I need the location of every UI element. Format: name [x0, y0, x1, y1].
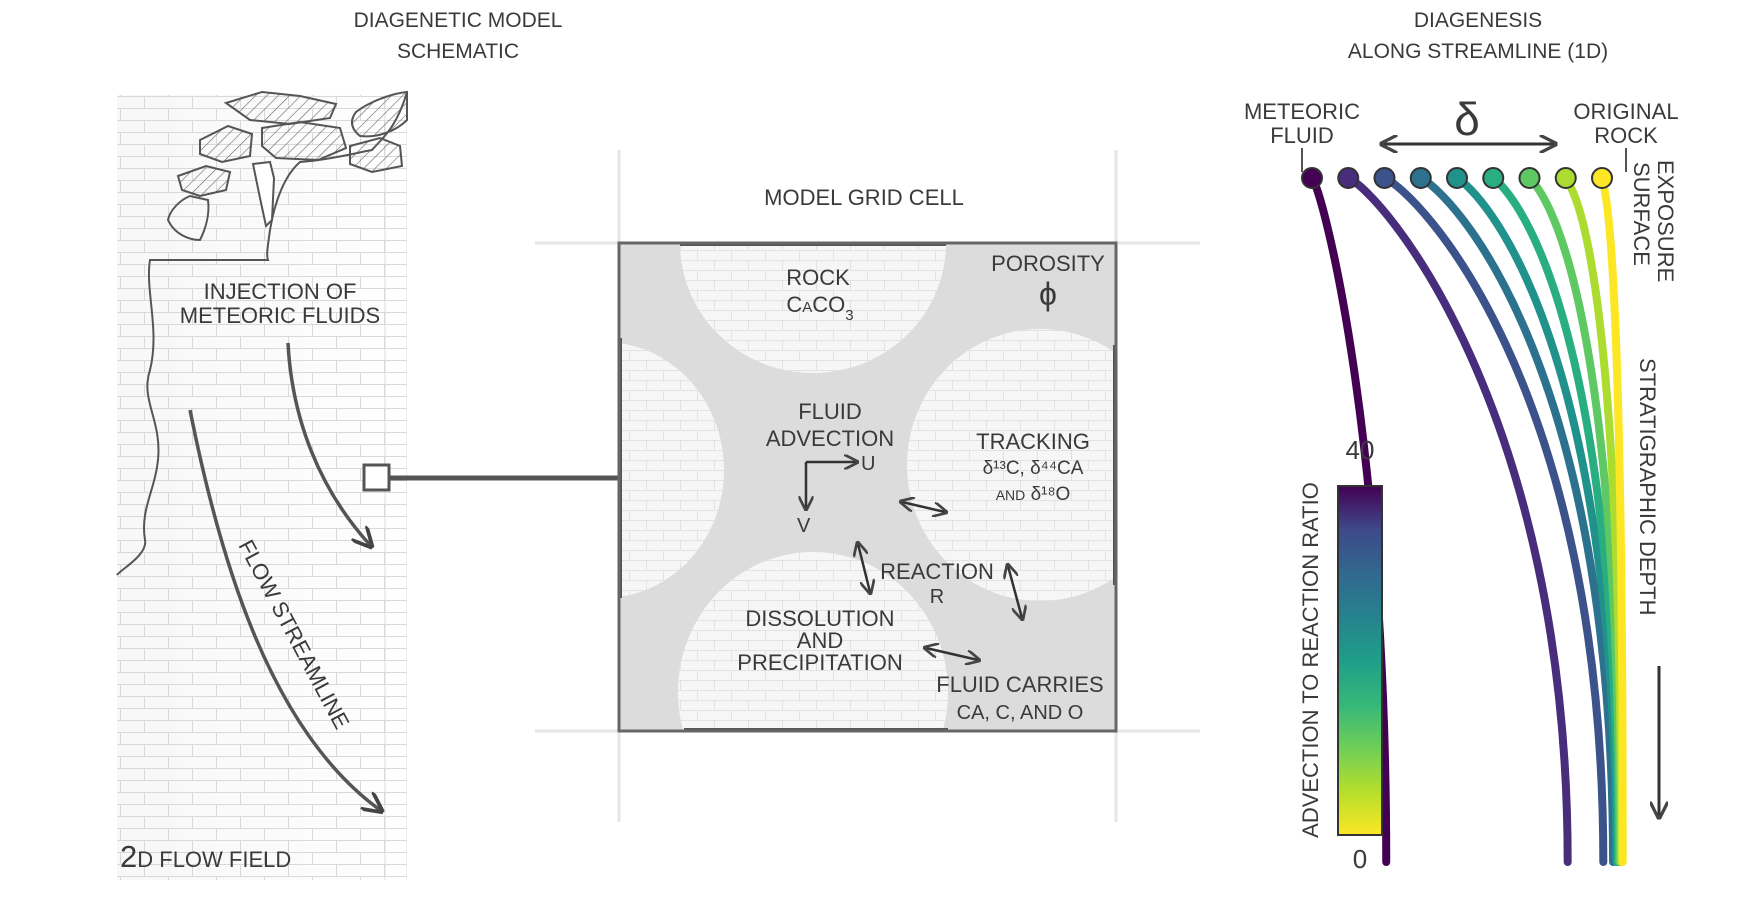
injection-label-line2: METEORIC FLUIDS	[180, 303, 380, 328]
exposure-surface-line2: SURFACE	[1629, 162, 1654, 266]
grain-left	[619, 343, 724, 597]
exposure-surface-line1: EXPOSURE	[1653, 160, 1678, 282]
curve-start-dot-28	[1373, 167, 1396, 189]
diagenesis-title-line2: ALONG STREAMLINE (1D)	[1348, 40, 1608, 63]
curve-start-dot-0	[1591, 167, 1613, 189]
flow-field-panel: DIAGENETIC MODEL SCHEMATIC INJECTION OF …	[116, 9, 619, 880]
carries-line2: CA, C, AND O	[957, 702, 1084, 724]
dissolution-line3: PRECIPITATION	[737, 650, 902, 675]
dissolution-line2: AND	[797, 628, 843, 653]
curve-ratio-28	[1380, 174, 1608, 866]
dissolution-line1: DISSOLUTION	[745, 606, 894, 631]
curve-start-dot-34	[1337, 167, 1360, 189]
grid-cell-title: MODEL GRID CELL	[764, 185, 964, 210]
r-label: R	[930, 586, 944, 608]
reaction-label: REACTION	[880, 559, 994, 584]
curve-ratio-22	[1416, 174, 1618, 866]
rock-formula: CACO3	[786, 292, 853, 324]
grid-cell-border	[617, 241, 1118, 733]
curve-ratio-6	[1525, 174, 1624, 866]
curve-start-dot-40	[1301, 167, 1323, 189]
meteoric-fluid-line1: METEORIC	[1244, 99, 1360, 124]
rock-formula-c: C	[786, 292, 802, 317]
schematic-title-line1: DIAGENETIC MODEL	[354, 9, 563, 32]
grain-right	[907, 329, 1116, 601]
original-rock-line1: ORIGINAL	[1573, 99, 1678, 124]
delta-symbol: δ	[1454, 93, 1480, 145]
advection-label-line2: ADVECTION	[766, 426, 894, 451]
injection-label-line1: INJECTION OF	[204, 279, 357, 304]
carries-line1: FLUID CARRIES	[936, 672, 1103, 697]
flow-field-label: 2D FLOW FIELD	[120, 839, 291, 874]
exchange-arrow-right	[902, 502, 945, 512]
colorbar	[1337, 485, 1383, 836]
advection-label-line1: FLUID	[798, 399, 862, 424]
exchange-arrow-bottom	[926, 648, 978, 660]
u-label: U	[861, 453, 875, 475]
rock-label: ROCK	[786, 265, 850, 290]
diagenesis-title-line1: DIAGENESIS	[1414, 9, 1542, 32]
flow-field-label-2: 2	[120, 839, 137, 874]
v-label: V	[797, 515, 811, 537]
porosity-symbol: ϕ	[1039, 276, 1057, 312]
tracking-label: TRACKING	[976, 429, 1090, 454]
exchange-arrow-reaction-right	[1008, 566, 1022, 618]
original-rock-line2: ROCK	[1594, 123, 1658, 148]
grain-top	[680, 243, 946, 373]
flow-streamline-arrow	[188, 409, 380, 810]
stratigraphic-depth-label: STRATIGRAPHIC DEPTH	[1635, 358, 1660, 616]
porosity-label: POROSITY	[991, 251, 1105, 276]
grain-bottom	[678, 552, 948, 731]
tracking-and-oxygen: AND δ¹⁸O	[996, 484, 1071, 505]
curve-start-dot-22	[1409, 167, 1432, 189]
tracking-oxygen: δ¹⁸O	[1031, 484, 1071, 505]
grain-cluster	[166, 90, 408, 242]
diagenesis-panel: DIAGENESIS ALONG STREAMLINE (1D) METEORI…	[1244, 9, 1679, 874]
colorbar-label: ADVECTION TO REACTION RATIO	[1298, 482, 1323, 838]
meteoric-fluid-line2: FLUID	[1270, 123, 1334, 148]
exchange-arrow-reaction-left	[858, 544, 870, 592]
colorbar-min: 0	[1353, 844, 1367, 874]
rock-formula-3: 3	[845, 307, 853, 324]
grid-cell-marker	[362, 463, 391, 492]
rock-formula-a: A	[802, 299, 812, 316]
curve-ratio-34	[1344, 174, 1572, 866]
curve-start-dot-10	[1482, 167, 1505, 189]
rock-formula-co: CO	[812, 292, 845, 317]
curve-start-dot-6	[1518, 167, 1541, 189]
colorbar-max: 40	[1346, 435, 1375, 465]
tracking-and: AND	[996, 487, 1026, 503]
schematic-title-line2: SCHEMATIC	[397, 40, 519, 63]
grid-cell-panel: MODEL GRID CELL	[535, 150, 1200, 822]
curve-start-dot-16	[1446, 167, 1468, 189]
curve-start-dot-3	[1554, 167, 1577, 189]
injection-arrow	[286, 342, 370, 545]
flow-field-label-rest: D FLOW FIELD	[137, 847, 291, 872]
diagenesis-curve-dots	[1301, 167, 1613, 189]
tracking-isotopes: δ¹³C, δ⁴⁴CA	[983, 458, 1084, 479]
